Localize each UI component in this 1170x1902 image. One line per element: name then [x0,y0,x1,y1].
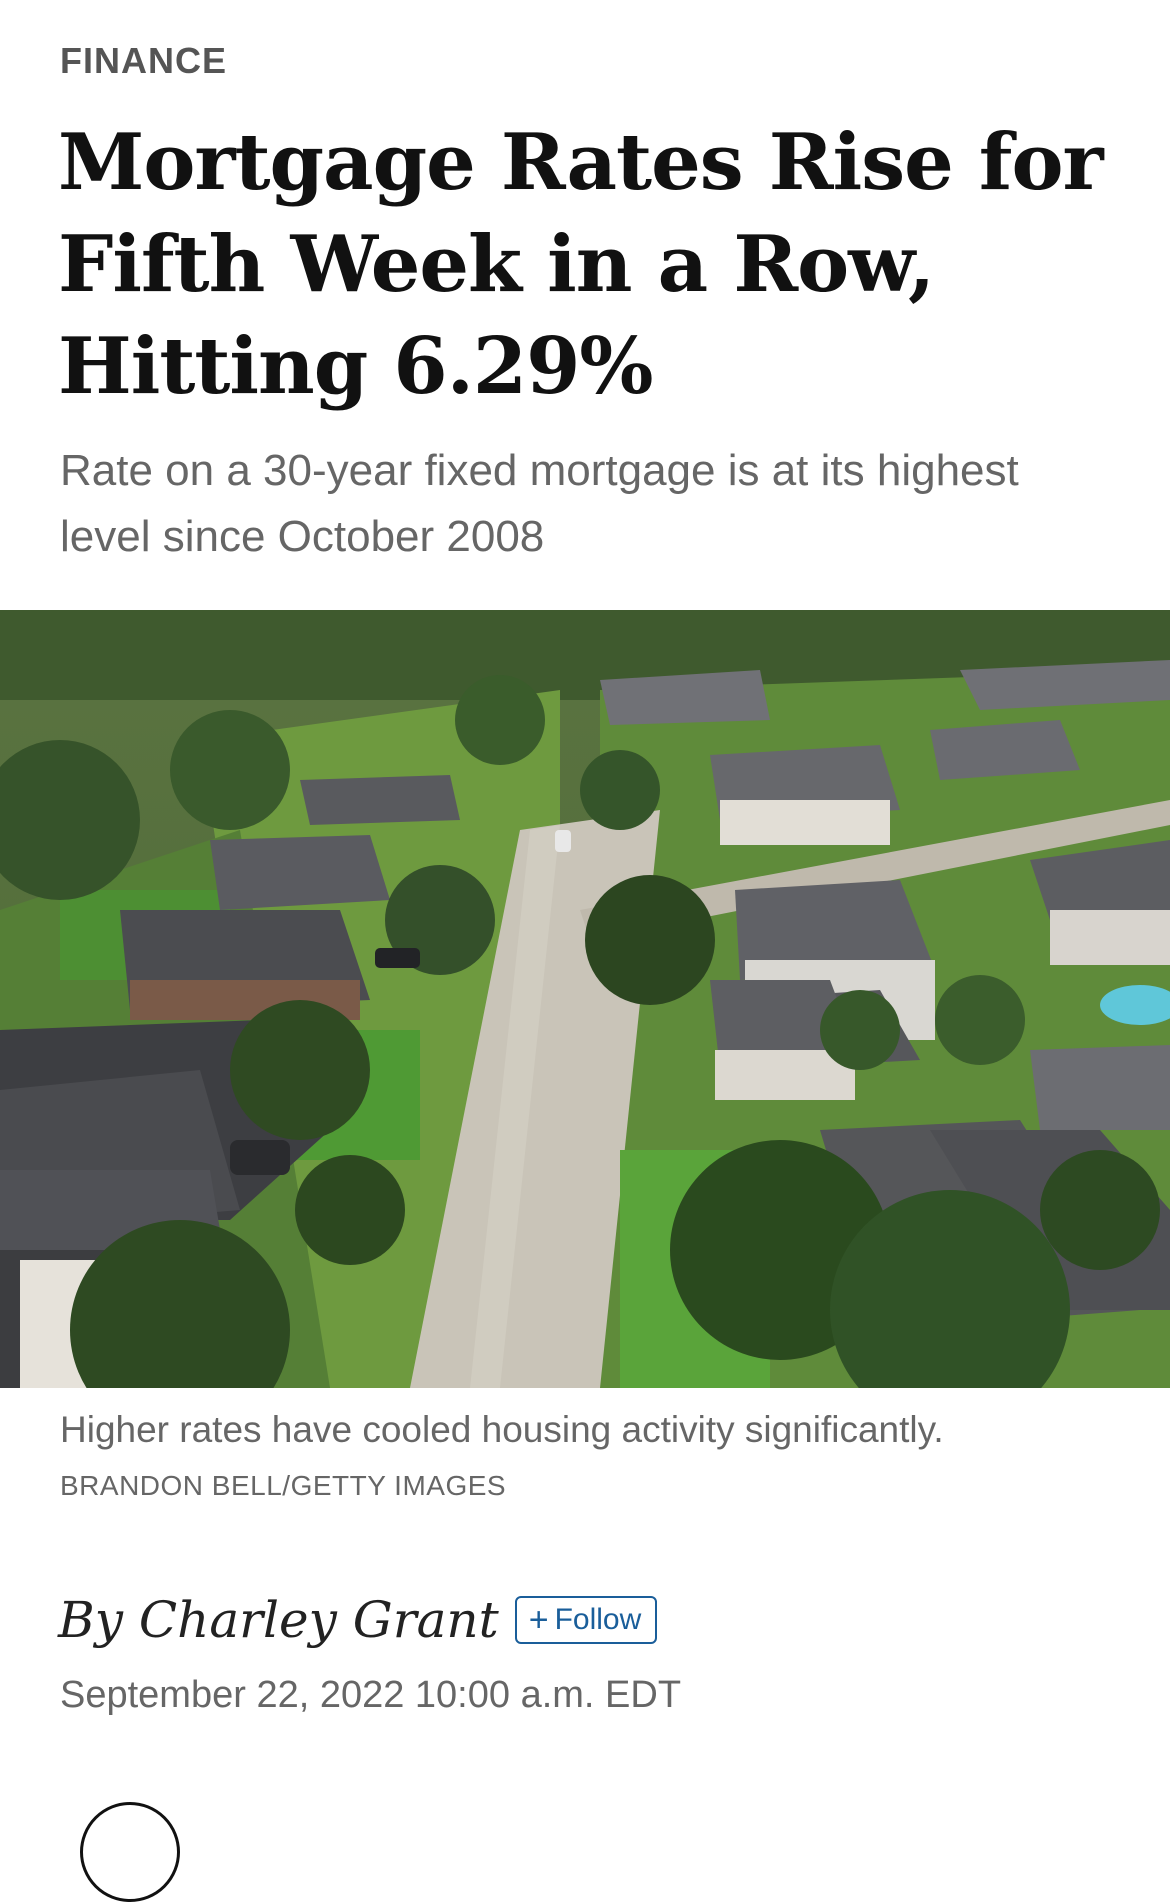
byline: By Charley Grant + Follow [58,1588,658,1652]
section-label[interactable]: FINANCE [60,40,227,81]
plus-icon: + [528,1601,549,1639]
image-credit: BRANDON BELL/GETTY IMAGES [60,1470,507,1501]
image-caption: Higher rates have cooled housing activit… [60,1409,944,1450]
article-dek: Rate on a 30-year fixed mortgage is at i… [60,446,1019,561]
avatar[interactable] [80,1802,180,1902]
follow-button[interactable]: + Follow [514,1596,658,1644]
follow-label: Follow [554,1603,642,1636]
author-name[interactable]: By Charley Grant [58,1591,499,1649]
hero-image [0,610,1170,1388]
publish-timestamp: September 22, 2022 10:00 a.m. EDT [60,1674,682,1716]
article-headline: Mortgage Rates Rise for Fifth Week in a … [58,117,1104,412]
